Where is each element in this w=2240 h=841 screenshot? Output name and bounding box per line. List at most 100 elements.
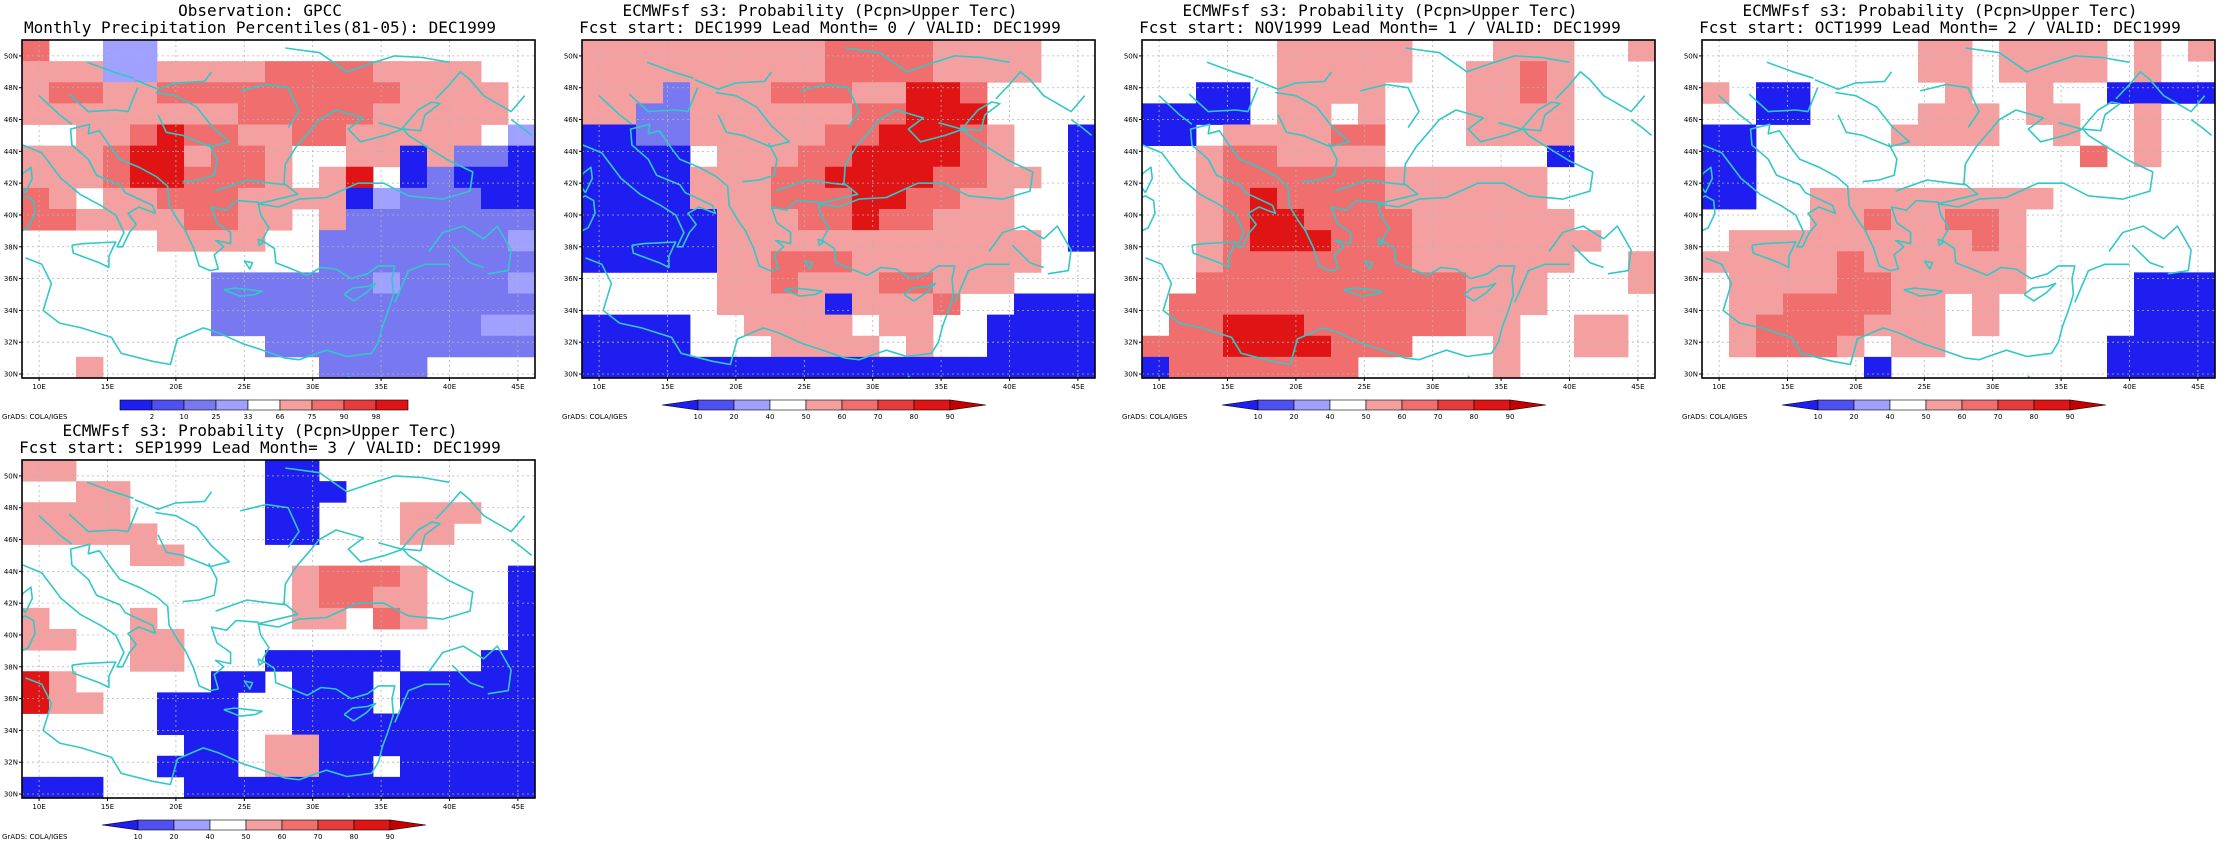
grid-cell [238,294,265,316]
grid-cell [1277,357,1304,379]
grid-cell [1304,40,1331,62]
grid-cell [1196,82,1223,104]
legend-swatch [174,820,210,830]
grid-cell [1945,125,1972,147]
grid-cell [2026,82,2053,104]
grid-cell [265,146,292,168]
grid-cell [1358,146,1385,168]
grid-cell [508,167,535,189]
grid-cell [1493,230,1520,252]
grid-cell [1864,357,1891,379]
grid-cell [373,188,400,210]
grid-cell [76,61,103,83]
legend-label: 60 [278,833,287,840]
grid-cell [1493,61,1520,83]
grid-cell [2134,40,2161,62]
grid-cell [292,315,319,337]
grid-cell [508,146,535,168]
grid-cell [454,777,481,799]
grid-cell [454,294,481,316]
grid-cell [1331,336,1358,358]
grid-cell [427,167,454,189]
grid-cell [211,756,238,778]
legend-label: 20 [170,833,179,840]
grid-cell [130,40,157,62]
grid-cell [427,671,454,693]
grid-cell [798,103,825,125]
legend-swatch [662,400,698,410]
panel-observation: Observation: GPCC Monthly Precipitation … [0,0,560,420]
grid-cell [1493,209,1520,231]
legend-swatch [1854,400,1890,410]
grid-cell [1574,230,1601,252]
legend-swatch [1890,400,1926,410]
grid-cell [76,357,103,379]
y-tick-label: 32N [4,339,18,347]
grid-cell [852,209,879,231]
grid-cell [508,188,535,210]
grid-cell [987,357,1014,379]
y-tick-label: 42N [4,180,18,188]
grid-cell [265,523,292,545]
grid-cell [76,103,103,125]
grid-cell [400,735,427,757]
grid-cell [987,315,1014,337]
y-tick-label: 50N [4,52,18,60]
grid-cell [1999,61,2026,83]
grid-cell [744,146,771,168]
legend-label: 80 [350,833,359,840]
grid-cell [454,272,481,294]
grid-cell [1331,315,1358,337]
grid-cell [481,315,508,337]
grid-cell [582,209,609,231]
grid-cell [481,294,508,316]
grid-cell [1304,188,1331,210]
grid-cell [609,167,636,189]
grid-cell [825,230,852,252]
grid-cell [1466,209,1493,231]
y-tick-label: 36N [4,695,18,703]
grid-cell [508,756,535,778]
legend-swatch [1998,400,2034,410]
credit-label: GrADS: COLA/IGES [562,413,627,421]
grid-cell [1014,61,1041,83]
grid-cell [400,61,427,83]
grid-cell [319,650,346,672]
grid-cell [582,336,609,358]
grid-cell [1412,167,1439,189]
grid-cell [690,82,717,104]
y-tick-label: 50N [4,472,18,480]
x-tick-label: 40E [1003,383,1016,391]
grid-cell [481,692,508,714]
grid-cell [319,336,346,358]
grid-cell [1864,272,1891,294]
grid-cell [987,61,1014,83]
grid-cell [184,146,211,168]
grid-cell [1945,61,1972,83]
y-tick-label: 44N [4,568,18,576]
legend-swatch [390,820,426,830]
grid-cell [346,587,373,609]
grid-cell [373,294,400,316]
y-tick-label: 30N [4,371,18,379]
grid-cell [771,82,798,104]
grid-cell [508,209,535,231]
grid-cell [906,315,933,337]
grid-cell [454,735,481,757]
grid-cell [454,82,481,104]
grid-cell [1466,230,1493,252]
grid-cell [2134,315,2161,337]
grid-cell [454,336,481,358]
grid-cell [184,714,211,736]
grid-cell [771,188,798,210]
legend-swatch [120,400,152,410]
grid-cell [1304,336,1331,358]
grid-cell [1918,61,1945,83]
grid-cell [76,777,103,799]
grid-cell [1837,294,1864,316]
grid-cell [1999,209,2026,231]
legend-swatch [1510,400,1546,410]
legend-label: 40 [206,833,215,840]
grid-cell [1520,272,1547,294]
